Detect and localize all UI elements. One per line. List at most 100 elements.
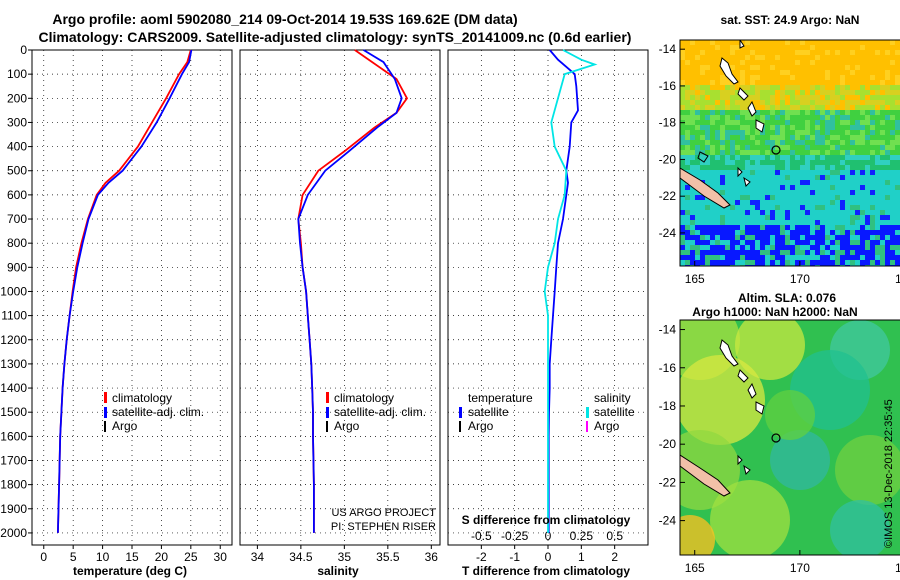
sst-cell (775, 140, 781, 146)
sst-cell (715, 135, 721, 141)
sst-cell (690, 215, 696, 221)
sst-cell (750, 65, 756, 71)
sst-cell (720, 235, 726, 241)
sst-cell (740, 165, 746, 171)
sst-cell (765, 140, 771, 146)
sst-cell (825, 215, 831, 221)
sst-cell (835, 135, 841, 141)
sst-cell (775, 165, 781, 171)
sst-cell (795, 60, 801, 66)
sst-cell (705, 65, 711, 71)
sst-cell (875, 80, 881, 86)
sst-cell (845, 60, 851, 66)
sst-cell (775, 155, 781, 161)
sst-cell (700, 55, 706, 61)
sst-cell (770, 75, 776, 81)
sst-cell (845, 45, 851, 51)
sst-cell (785, 195, 791, 201)
sst-cell (870, 60, 876, 66)
sst-cell (710, 165, 716, 171)
sst-cell (780, 175, 786, 181)
sst-cell (745, 255, 751, 261)
sst-cell (855, 55, 861, 61)
sst-cell (830, 45, 836, 51)
sst-cell (800, 260, 806, 266)
sst-cell (895, 70, 900, 76)
sst-cell (695, 165, 701, 171)
sst-cell (835, 150, 841, 156)
sst-cell (740, 190, 746, 196)
sst-cell (820, 230, 826, 236)
sst-cell (875, 95, 881, 101)
sst-cell (705, 150, 711, 156)
figure-title-line2: Climatology: CARS2009. Satellite-adjuste… (39, 29, 632, 45)
sst-cell (780, 185, 786, 191)
sst-cell (855, 85, 861, 91)
sst-cell (895, 215, 900, 221)
sst-cell (765, 185, 771, 191)
sst-cell (705, 230, 711, 236)
sst-cell (890, 110, 896, 116)
sst-cell (835, 100, 841, 106)
sst-cell (835, 60, 841, 66)
sst-cell (870, 190, 876, 196)
sst-cell (740, 135, 746, 141)
sst-cell (680, 240, 686, 246)
sst-cell (790, 235, 796, 241)
sst-cell (680, 80, 686, 86)
sst-cell (815, 120, 821, 126)
sst-cell (870, 255, 876, 261)
salinity-xlabel: salinity (317, 564, 359, 578)
sst-cell (760, 145, 766, 151)
sst-cell (805, 90, 811, 96)
sst-cell (765, 115, 771, 121)
sst-cell (825, 60, 831, 66)
sst-cell (865, 45, 871, 51)
sst-cell (785, 170, 791, 176)
sst-cell (760, 240, 766, 246)
x-tick-label: 35 (338, 550, 352, 564)
sst-cell (760, 200, 766, 206)
sst-cell (820, 110, 826, 116)
sst-cell (805, 215, 811, 221)
sst-cell (770, 230, 776, 236)
sst-cell (815, 150, 821, 156)
y-tick-label: 1900 (0, 502, 27, 516)
sst-cell (780, 115, 786, 121)
sst-cell (680, 50, 686, 56)
sst-cell (755, 60, 761, 66)
sst-cell (805, 185, 811, 191)
sst-cell (840, 165, 846, 171)
sst-cell (700, 100, 706, 106)
sst-cell (785, 220, 791, 226)
x-tick-label: 34.5 (289, 550, 313, 564)
sst-cell (805, 170, 811, 176)
sst-cell (735, 250, 741, 256)
x-tick-label: 0 (545, 550, 552, 564)
sst-cell (895, 125, 900, 131)
sst-cell (725, 205, 731, 211)
sst-cell (855, 240, 861, 246)
sst-cell (880, 55, 886, 61)
sst-cell (725, 80, 731, 86)
sst-cell (725, 55, 731, 61)
sst-cell (835, 70, 841, 76)
sst-cell (745, 175, 751, 181)
sst-cell (700, 150, 706, 156)
sst-cell (710, 55, 716, 61)
sst-cell (895, 230, 900, 236)
sst-cell (725, 110, 731, 116)
sst-cell (785, 245, 791, 251)
sst-cell (715, 95, 721, 101)
sst-cell (865, 65, 871, 71)
sst-cell (745, 55, 751, 61)
sst-cell (695, 240, 701, 246)
sst-cell (815, 110, 821, 116)
sst-cell (680, 220, 686, 226)
sst-cell (740, 235, 746, 241)
sst-cell (875, 155, 881, 161)
sst-cell (865, 70, 871, 76)
sst-cell (795, 190, 801, 196)
sst-cell (885, 215, 891, 221)
sst-cell (680, 260, 686, 266)
